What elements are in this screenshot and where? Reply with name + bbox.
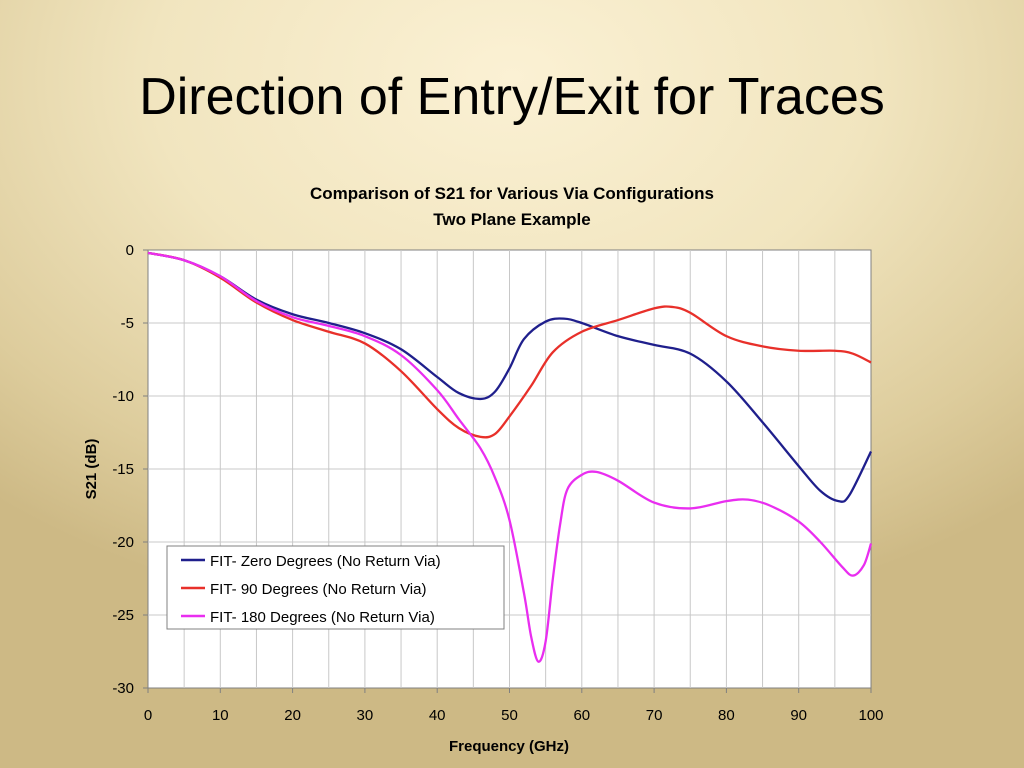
chart-title: Comparison of S21 for Various Via Config… [310, 184, 714, 203]
x-tick-label: 70 [646, 707, 663, 724]
chart-subtitle: Two Plane Example [433, 210, 590, 229]
x-tick-label: 40 [429, 707, 446, 724]
legend-box [166, 545, 505, 630]
x-tick-label: 80 [718, 707, 735, 724]
y-tick-label: -5 [121, 315, 134, 332]
series-line-180-degrees [147, 251, 873, 663]
y-axis-label: S21 (dB) [83, 439, 100, 500]
y-tick-label: 0 [126, 242, 134, 259]
series-line-90-degrees [147, 251, 872, 439]
series-line-zero-degrees [147, 251, 873, 503]
legend-label-90-degrees: FIT- 90 Degrees (No Return Via) [210, 581, 426, 598]
x-tick-label: 100 [858, 707, 883, 724]
y-axis-ticks: 0 -5 -10 -15 -20 -25 -30 [112, 242, 148, 697]
y-tick-label: -15 [112, 461, 134, 478]
x-tick-label: 20 [284, 707, 301, 724]
slide-title: Direction of Entry/Exit for Traces [139, 68, 885, 126]
y-tick-label: -20 [112, 534, 134, 551]
x-tick-label: 90 [790, 707, 807, 724]
series-lines [147, 251, 873, 663]
y-tick-label: -10 [112, 388, 134, 405]
x-tick-label: 30 [357, 707, 374, 724]
x-tick-label: 0 [144, 707, 152, 724]
y-tick-label: -25 [112, 607, 134, 624]
x-axis-label: Frequency (GHz) [449, 738, 569, 755]
y-tick-label: -30 [112, 680, 134, 697]
x-axis-ticks: 0 10 20 30 40 50 60 70 80 90 100 [144, 688, 884, 724]
legend: FIT- Zero Degrees (No Return Via) FIT- 9… [166, 545, 505, 630]
x-tick-label: 50 [501, 707, 518, 724]
x-tick-label: 10 [212, 707, 229, 724]
legend-label-zero-degrees: FIT- Zero Degrees (No Return Via) [210, 553, 441, 570]
x-tick-label: 60 [573, 707, 590, 724]
legend-label-180-degrees: FIT- 180 Degrees (No Return Via) [210, 609, 435, 626]
